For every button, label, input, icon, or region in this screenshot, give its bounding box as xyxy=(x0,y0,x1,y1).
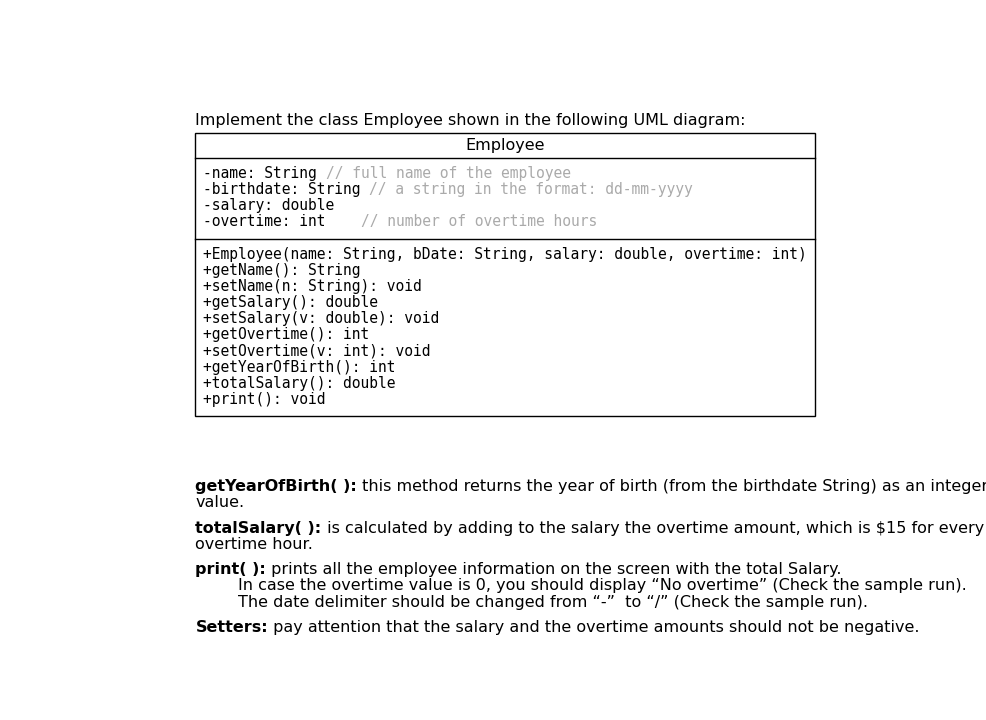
Text: Employee: Employee xyxy=(465,138,544,153)
Text: -name: String: -name: String xyxy=(203,166,325,181)
Text: -salary: double: -salary: double xyxy=(203,198,334,213)
Text: +setName(n: String): void: +setName(n: String): void xyxy=(203,279,422,294)
Text: +setSalary(v: double): void: +setSalary(v: double): void xyxy=(203,311,439,326)
Text: // full name of the employee: // full name of the employee xyxy=(325,166,570,181)
Text: prints all the employee information on the screen with the total Salary.: prints all the employee information on t… xyxy=(266,562,841,577)
Text: +getName(): String: +getName(): String xyxy=(203,263,360,278)
Text: pay attention that the salary and the overtime amounts should not be negative.: pay attention that the salary and the ov… xyxy=(268,620,919,635)
Text: +getOvertime(): int: +getOvertime(): int xyxy=(203,328,369,343)
Text: -birthdate: String: -birthdate: String xyxy=(203,182,369,197)
Text: -overtime: int: -overtime: int xyxy=(203,215,360,229)
Text: totalSalary( ):: totalSalary( ): xyxy=(195,521,321,536)
Text: getYearOfBirth( ):: getYearOfBirth( ): xyxy=(195,479,357,494)
Text: is calculated by adding to the salary the overtime amount, which is $15 for ever: is calculated by adding to the salary th… xyxy=(321,521,983,536)
Text: +Employee(name: String, bDate: String, salary: double, overtime: int): +Employee(name: String, bDate: String, s… xyxy=(203,246,807,261)
Text: value.: value. xyxy=(195,495,245,510)
Text: The date delimiter should be changed from “-”  to “/” (Check the sample run).: The date delimiter should be changed fro… xyxy=(238,595,868,610)
Text: overtime hour.: overtime hour. xyxy=(195,537,313,552)
Text: In case the overtime value is 0, you should display “No overtime” (Check the sam: In case the overtime value is 0, you sho… xyxy=(238,578,966,593)
Text: +getSalary(): double: +getSalary(): double xyxy=(203,295,378,310)
Text: // number of overtime hours: // number of overtime hours xyxy=(360,215,597,229)
Text: this method returns the year of birth (from the birthdate String) as an integer: this method returns the year of birth (f… xyxy=(357,479,986,494)
Text: print( ):: print( ): xyxy=(195,562,266,577)
Text: Implement the class Employee shown in the following UML diagram:: Implement the class Employee shown in th… xyxy=(195,113,745,128)
Text: +print(): void: +print(): void xyxy=(203,392,325,407)
Text: +getYearOfBirth(): int: +getYearOfBirth(): int xyxy=(203,360,395,374)
Text: // a string in the format: dd-mm-yyyy: // a string in the format: dd-mm-yyyy xyxy=(369,182,692,197)
Text: Setters:: Setters: xyxy=(195,620,268,635)
Text: +setOvertime(v: int): void: +setOvertime(v: int): void xyxy=(203,343,430,359)
Bar xyxy=(195,132,814,416)
Text: +totalSalary(): double: +totalSalary(): double xyxy=(203,376,395,391)
